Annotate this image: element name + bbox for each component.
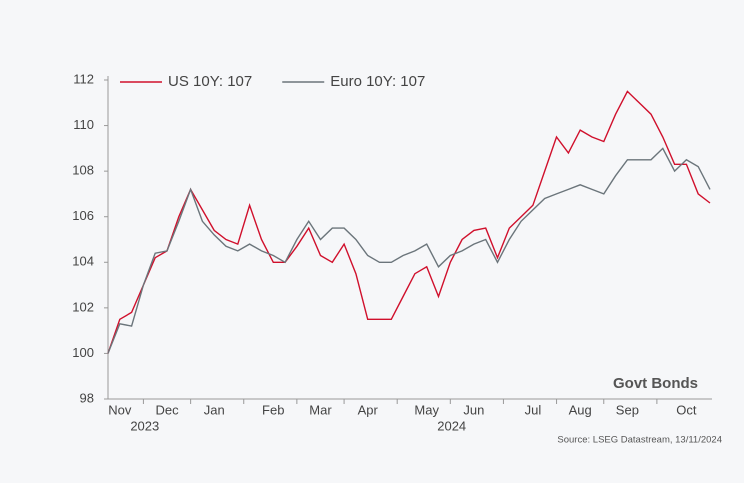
annotation: Govt Bonds [613,375,698,392]
x-tick-label: Jul [525,402,542,417]
x-tick-label: Sep [616,402,639,417]
x-tick-label: Jun [463,402,484,417]
y-tick-label: 104 [72,254,94,269]
x-tick-label: Dec [155,402,179,417]
x-tick-label: Jan [204,402,225,417]
x-tick-label: May [414,402,439,417]
y-tick-label: 100 [72,345,94,360]
y-tick-label: 102 [72,299,94,314]
x-tick-label: Feb [262,402,284,417]
legend-label: Euro 10Y: 107 [330,73,425,90]
x-tick-label: Nov [108,402,132,417]
year-label: 2024 [437,418,466,433]
x-tick-label: Apr [358,402,379,417]
x-tick-label: Mar [309,402,332,417]
y-tick-label: 98 [80,390,94,405]
y-tick-label: 108 [72,163,94,178]
legend-label: US 10Y: 107 [168,73,252,90]
x-tick-label: Aug [569,402,592,417]
source: Source: LSEG Datastream, 13/11/2024 [557,435,722,446]
line-series [107,90,711,354]
line-series [107,147,711,354]
y-tick-label: 110 [73,117,94,132]
year-label: 2023 [130,418,159,433]
y-tick-label: 112 [73,71,94,86]
x-tick-label: Oct [676,402,697,417]
y-tick-label: 106 [72,208,94,223]
